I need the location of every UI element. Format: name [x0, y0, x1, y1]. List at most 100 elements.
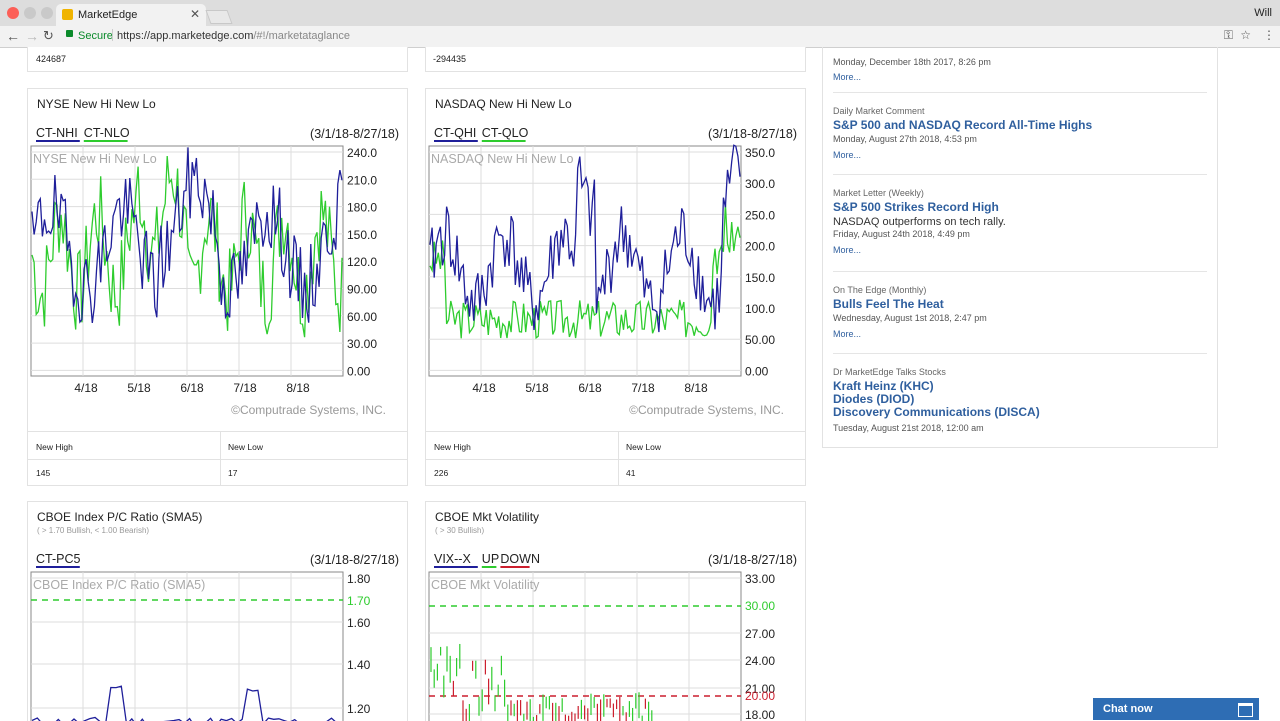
news-item: Daily Market Comment S&P 500 and NASDAQ … — [833, 106, 1207, 160]
news-category: Dr MarketEdge Talks Stocks — [833, 367, 946, 377]
card-title: CBOE Mkt Volatility — [435, 510, 540, 524]
chart-watermark: NASDAQ New Hi New Lo — [431, 152, 573, 166]
close-tab-icon[interactable]: ✕ — [189, 7, 200, 21]
chart-date-range: (3/1/18-8/27/18) — [310, 553, 399, 567]
chat-now-button[interactable]: Chat now — [1093, 698, 1259, 720]
news-headline-disca[interactable]: Discovery Communications (DISCA) — [833, 405, 1040, 419]
card-subtitle: ( > 1.70 Bullish, < 1.00 Bearish) — [37, 526, 150, 535]
news-date: Wednesday, August 1st 2018, 2:47 pm — [833, 313, 987, 323]
legend-vix-x: VIX--X — [434, 552, 471, 566]
x-tick-label: 8/18 — [286, 381, 310, 395]
minimize-window-button[interactable] — [24, 7, 36, 19]
key-icon[interactable]: ⚿ — [1223, 28, 1233, 42]
chart-watermark: NYSE New Hi New Lo — [33, 152, 157, 166]
y-tick-label: 350.0 — [745, 146, 775, 160]
y-tick-label: 120.0 — [347, 255, 377, 269]
x-tick-label: 6/18 — [180, 381, 204, 395]
series-line-ct-qlo — [429, 203, 741, 340]
nasdaq-hi-lo-card: NASDAQ New Hi New Lo CT-QHI CT-QLO (3/1/18… — [425, 88, 806, 486]
browser-menu-icon[interactable]: ⋮ — [1263, 28, 1275, 42]
x-tick-label: 5/18 — [525, 381, 549, 395]
new-high-value: 145 — [36, 468, 51, 478]
news-item: On The Edge (Monthly) Bulls Feel The Hea… — [833, 285, 1207, 339]
y-tick-label: 1.40 — [347, 658, 371, 672]
news-more-link[interactable]: More... — [833, 245, 862, 255]
chart-date-range: (3/1/18-8/27/18) — [708, 553, 797, 567]
maximize-window-button[interactable] — [41, 7, 53, 19]
y-tick-label: 90.00 — [347, 283, 377, 297]
reload-icon[interactable]: ↻ — [43, 28, 54, 43]
browser-tab[interactable]: MarketEdge ✕ — [56, 4, 206, 26]
bookmark-star-icon[interactable]: ☆ — [1240, 28, 1251, 42]
vix-upper-threshold-label: 30.00 — [745, 599, 775, 613]
news-divider — [833, 174, 1207, 175]
legend-ct-nlo: CT-NLO — [84, 126, 130, 140]
new-tab-button[interactable] — [205, 10, 233, 24]
nyse-hi-lo-chart: CT-NHI CT-NLO (3/1/18-8/27/18) 240.0 210.0 18… — [30, 126, 399, 417]
news-divider — [833, 271, 1207, 272]
chart-date-range: (3/1/18-8/27/18) — [708, 127, 797, 141]
x-tick-label: 5/18 — [127, 381, 151, 395]
top-left-card: 424687 — [27, 47, 408, 72]
y-tick-label: 1.20 — [347, 702, 371, 716]
nasdaq-hi-lo-chart: CT-QHI CT-QLO (3/1/18-8/27/18) 350.0 300.0 25… — [428, 126, 797, 417]
forward-icon[interactable]: → — [25, 28, 39, 44]
news-more-link[interactable]: More... — [833, 72, 862, 82]
news-description: NASDAQ outperforms on tech rally. — [833, 216, 1006, 228]
news-headline[interactable]: Bulls Feel The Heat — [833, 297, 944, 311]
legend-ct-nhi: CT-NHI — [36, 126, 78, 140]
news-category: On The Edge (Monthly) — [833, 285, 927, 295]
chart-watermark: CBOE Mkt Volatility — [431, 578, 540, 592]
news-headline[interactable]: S&P 500 and NASDAQ Record All-Time Highs — [833, 118, 1093, 132]
news-more-link[interactable]: More... — [833, 329, 862, 339]
legend-ct-qlo: CT-QLO — [482, 126, 529, 140]
y-tick-label: 150.0 — [347, 228, 377, 242]
chat-label: Chat now — [1103, 703, 1153, 715]
news-headline[interactable]: S&P 500 Strikes Record High — [833, 200, 999, 214]
profile-name[interactable]: Will — [1254, 7, 1272, 19]
news-headline-khc[interactable]: Kraft Heinz (KHC) — [833, 379, 934, 393]
x-tick-label: 7/18 — [631, 381, 655, 395]
card-title: NASDAQ New Hi New Lo — [435, 97, 572, 111]
browser-titlebar: MarketEdge ✕ Will — [0, 0, 1280, 26]
vix-lower-threshold-label: 20.00 — [745, 689, 775, 703]
tab-title: MarketEdge — [78, 9, 138, 21]
metrics-column-divider — [220, 432, 221, 486]
browser-toolbar: ← → ↻ Secure https://app.marketedge.com/… — [0, 26, 1280, 48]
y-tick-label: 240.0 — [347, 146, 377, 160]
news-headline-diod[interactable]: Diodes (DIOD) — [833, 392, 915, 406]
news-divider — [833, 353, 1207, 354]
y-tick-label: 180.0 — [347, 201, 377, 215]
back-icon[interactable]: ← — [6, 28, 20, 44]
news-category: Market Letter (Weekly) — [833, 188, 924, 198]
news-item: Monday, December 18th 2017, 8:26 pm More… — [833, 55, 1207, 82]
nyse-hi-lo-card: NYSE New Hi New Lo CT-NHI CT-NLO (3/1/18-8… — [27, 88, 408, 486]
news-item: Market Letter (Weekly) S&P 500 Strikes R… — [833, 188, 1207, 255]
cboe-pc-ratio-card: CBOE Index P/C Ratio (SMA5) ( > 1.70 Bul… — [27, 501, 408, 721]
chart-watermark: CBOE Index P/C Ratio (SMA5) — [33, 578, 205, 592]
y-tick-label: 1.60 — [347, 616, 371, 630]
new-low-value: 17 — [228, 468, 238, 478]
y-tick-label: 150.0 — [745, 271, 775, 285]
y-tick-label: 250.0 — [745, 208, 775, 222]
lock-icon — [66, 30, 73, 37]
legend-down: DOWN — [500, 552, 540, 566]
news-divider — [833, 92, 1207, 93]
x-tick-label: 6/18 — [578, 381, 602, 395]
news-more-link[interactable]: More... — [833, 150, 862, 160]
legend-ct-pc5: CT-PC5 — [36, 552, 81, 566]
address-bar[interactable]: Secure https://app.marketedge.com/#!/mar… — [60, 27, 1255, 44]
legend-up: UP — [482, 552, 499, 566]
close-window-button[interactable] — [7, 7, 19, 19]
new-high-label: New High — [36, 442, 73, 452]
news-date: Monday, December 18th 2017, 8:26 pm — [833, 57, 991, 67]
x-tick-label: 8/18 — [684, 381, 708, 395]
address-divider — [112, 29, 113, 41]
top-left-value: 424687 — [36, 54, 67, 64]
nyse-metrics: New High New Low 145 17 — [28, 431, 407, 486]
metrics-column-divider — [618, 432, 619, 486]
y-tick-label: 30.00 — [347, 337, 377, 351]
series-line-ct-nhi — [31, 147, 343, 324]
news-date: Tuesday, August 21st 2018, 12:00 am — [833, 423, 984, 433]
url-text[interactable]: https://app.marketedge.com/#!/marketatag… — [117, 30, 350, 42]
